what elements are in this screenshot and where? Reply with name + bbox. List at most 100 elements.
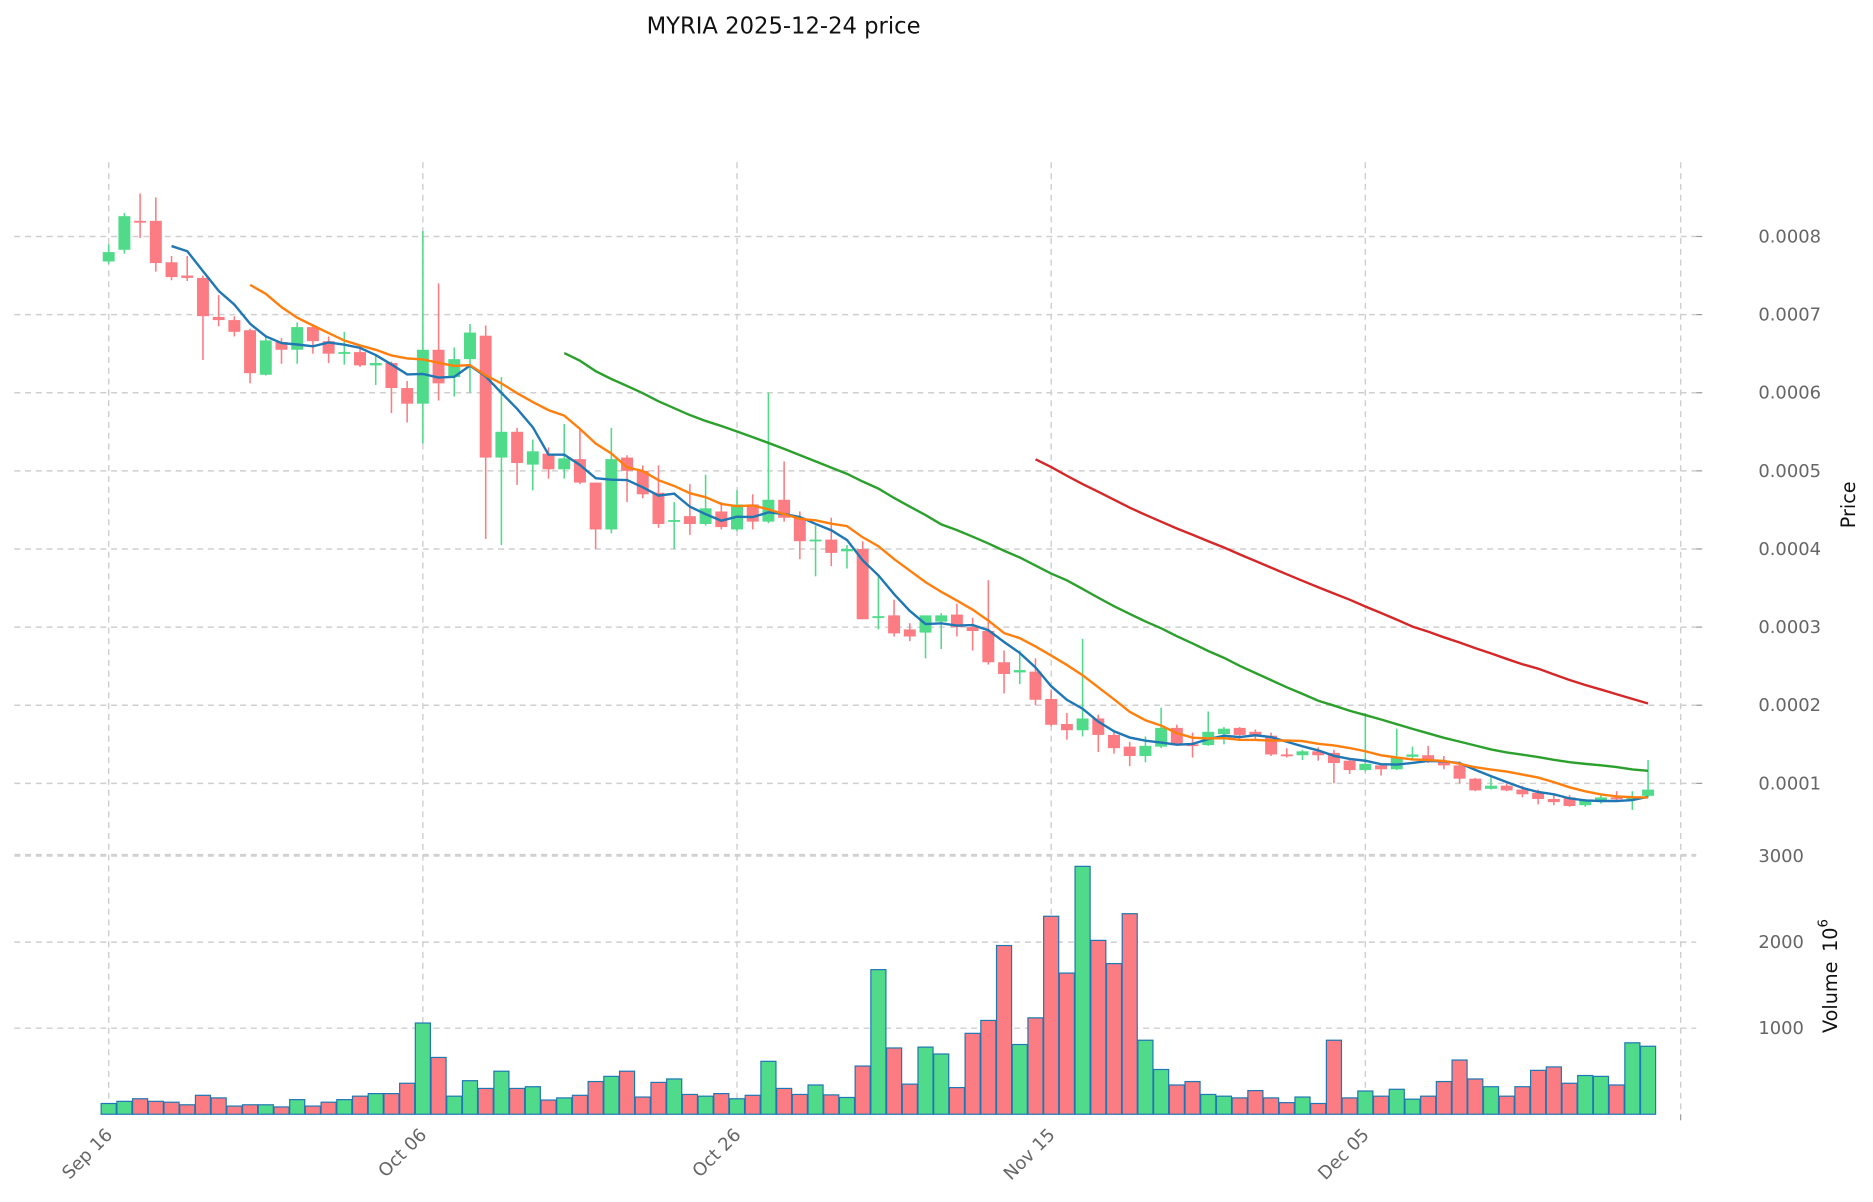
candle-down: [950, 614, 963, 628]
candle-up: [291, 327, 304, 350]
candle-up: [1406, 754, 1419, 757]
svg-text:Volume106: Volume 106: [1817, 919, 1843, 1033]
candle-down: [982, 631, 995, 663]
candle-down: [401, 388, 414, 404]
volume-bars: [100, 865, 1657, 1115]
candle-up: [809, 539, 822, 542]
volume-bar: [933, 1053, 950, 1115]
candles: [102, 193, 1655, 810]
volume-bar: [776, 1087, 793, 1115]
volume-bar: [948, 1086, 966, 1115]
volume-bar: [1011, 1043, 1028, 1115]
volume-bar: [1498, 1095, 1515, 1115]
volume-bar: [885, 1047, 903, 1115]
volume-bar: [226, 1105, 243, 1115]
candle-down: [573, 459, 586, 483]
candle-down: [1060, 723, 1073, 731]
volume-bar: [1639, 1045, 1657, 1115]
candle-up: [259, 340, 272, 375]
volume-bar: [1451, 1059, 1468, 1115]
volume-bar: [571, 1094, 589, 1115]
candle-down: [1123, 746, 1136, 757]
price-tick-label: 0.0001: [1758, 773, 1821, 794]
candle-down: [1563, 797, 1576, 807]
price-tick-label: 0.0004: [1758, 539, 1821, 560]
volume-bar: [163, 1101, 180, 1115]
ma5-line: [171, 244, 1649, 803]
volume-bar: [1404, 1098, 1421, 1115]
volume-bar: [477, 1087, 494, 1115]
volume-bar: [304, 1105, 322, 1115]
volume-bar: [430, 1056, 447, 1115]
volume-bar: [1200, 1093, 1217, 1115]
volume-bar: [917, 1046, 934, 1115]
volume-bar: [414, 1022, 431, 1115]
volume-bar: [1043, 915, 1060, 1115]
candle-down: [793, 517, 806, 542]
volume-bar: [1467, 1078, 1484, 1115]
volume-bar: [1262, 1097, 1280, 1115]
volume-bar: [1105, 963, 1123, 1115]
candle-up: [935, 615, 948, 622]
volume-bar: [838, 1096, 856, 1115]
volume-bar: [587, 1080, 604, 1115]
volume-bar: [194, 1094, 212, 1115]
volume-bar: [791, 1093, 808, 1115]
date-tick-label: Oct 26: [688, 1125, 745, 1182]
candle-down: [652, 492, 665, 524]
volume-bar: [1624, 1042, 1641, 1115]
volume-bar: [179, 1104, 196, 1115]
volume-bar: [320, 1101, 337, 1115]
candle-down: [778, 499, 791, 518]
price-tick-label: 0.0005: [1758, 461, 1821, 482]
date-tick-label: Oct 06: [374, 1125, 431, 1182]
volume-bar: [524, 1086, 541, 1115]
moving-average-lines: [171, 244, 1649, 803]
candle-up: [495, 431, 508, 458]
candle-up: [699, 508, 712, 524]
candle-down: [244, 330, 257, 374]
candle-up: [1217, 728, 1230, 735]
volume-bar: [1325, 1039, 1343, 1115]
volume-bar: [446, 1095, 463, 1115]
date-tick-label: Dec 05: [1314, 1125, 1373, 1185]
candle-up: [338, 352, 351, 354]
candle-down: [1500, 785, 1513, 791]
volume-bar: [540, 1099, 557, 1115]
price-tick-label: 0.0008: [1758, 226, 1821, 247]
volume-bar: [289, 1099, 306, 1115]
candle-up: [102, 252, 115, 262]
volume-bar: [980, 1019, 997, 1115]
candle-down: [354, 352, 366, 366]
volume-bar: [603, 1075, 620, 1115]
volume-bar: [1215, 1095, 1233, 1115]
volume-bar: [461, 1080, 479, 1115]
candle-down: [856, 548, 869, 620]
volume-bar: [870, 969, 887, 1115]
candle-down: [479, 335, 492, 458]
candle-down: [228, 320, 241, 332]
candle-down: [1547, 798, 1560, 803]
volume-tick-label: 3000: [1758, 846, 1804, 867]
volume-bar: [1294, 1096, 1311, 1115]
volume-bar: [697, 1095, 714, 1115]
volume-bar: [854, 1065, 871, 1115]
volume-bar: [131, 1098, 149, 1115]
candle-down: [621, 457, 634, 471]
candle-down: [275, 341, 288, 350]
candle-up: [1390, 756, 1403, 770]
price-tick-label: 0.0007: [1758, 305, 1821, 326]
ma10-line: [249, 283, 1649, 799]
date-tick-label: Nov 15: [1000, 1125, 1060, 1185]
candle-down: [385, 363, 398, 389]
candle-down: [1249, 731, 1262, 736]
candle-down: [1343, 760, 1356, 771]
candle-up: [840, 548, 853, 552]
candle-down: [888, 615, 901, 634]
volume-bar: [1121, 913, 1138, 1115]
candle-down: [181, 275, 194, 278]
volume-bar: [995, 944, 1013, 1115]
volume-bar: [713, 1092, 730, 1115]
volume-bar: [1357, 1090, 1374, 1115]
